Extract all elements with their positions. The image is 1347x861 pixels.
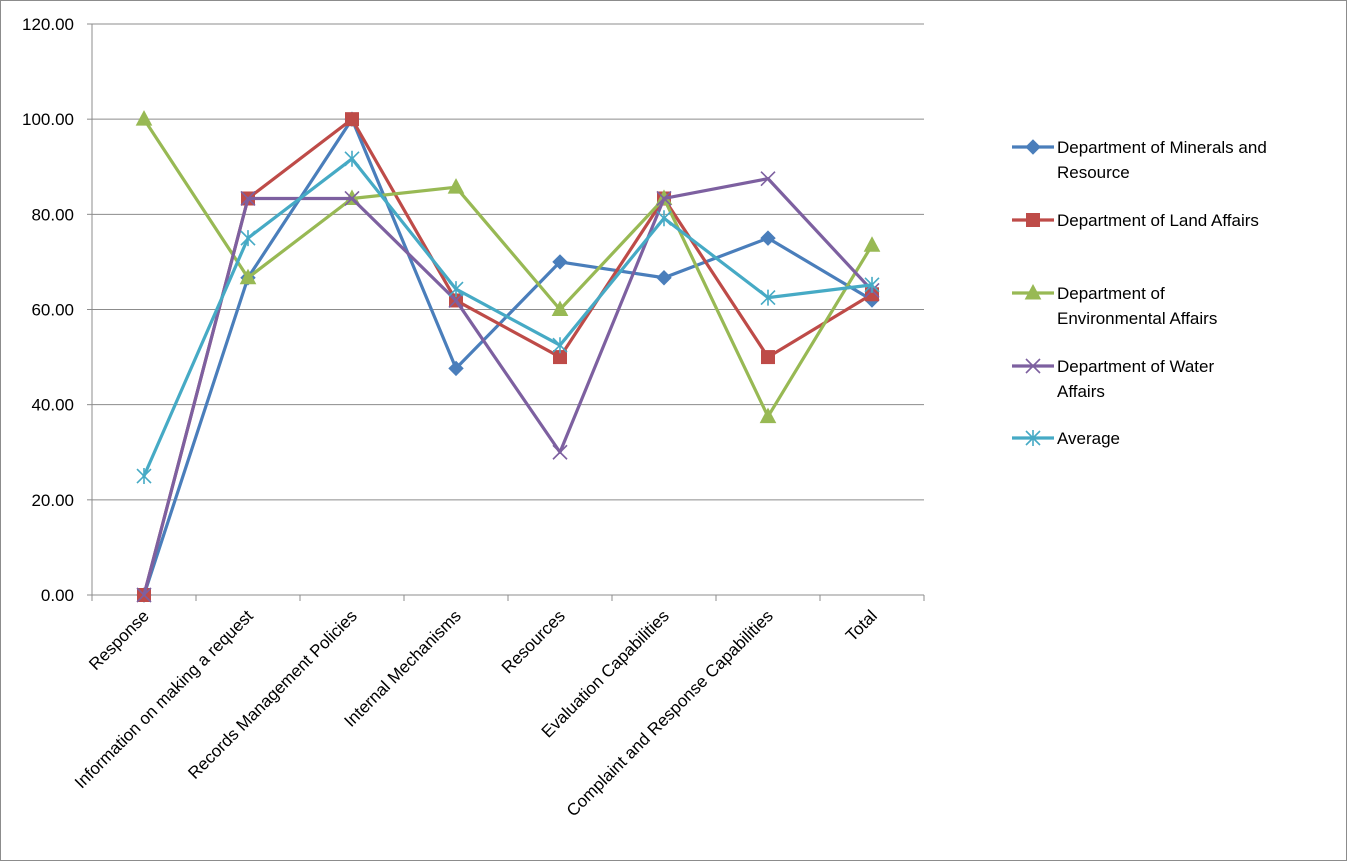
data-point <box>864 276 880 293</box>
data-point <box>760 230 776 246</box>
x-tick-label: Information on making a request <box>71 606 257 792</box>
data-point <box>345 112 359 127</box>
x-tick-label: Complaint and Response Capabilities <box>563 606 777 820</box>
y-tick-label: 60.00 <box>31 301 74 320</box>
data-point <box>656 210 672 227</box>
series-line <box>142 117 874 597</box>
data-point <box>552 254 568 270</box>
data-point <box>761 350 775 365</box>
legend: Department of Minerals and Resource Depart… <box>1012 138 1267 448</box>
y-tick-label: 0.00 <box>41 586 74 605</box>
y-tick-label: 120.00 <box>22 15 74 34</box>
x-tick-label: Response <box>85 606 153 674</box>
data-point <box>448 360 464 377</box>
series-2 <box>137 112 879 602</box>
data-point <box>760 171 776 187</box>
legend-swatch-marker <box>1025 358 1041 374</box>
data-point <box>656 270 672 286</box>
y-axis-tick-labels: 0.00 20.00 40.00 60.00 80.00 100.00 120.00 <box>22 15 74 605</box>
x-tick-label: Total <box>842 606 881 645</box>
data-point <box>344 150 360 167</box>
data-point <box>759 407 777 424</box>
data-point <box>448 281 464 298</box>
y-tick-label: 20.00 <box>31 491 74 510</box>
legend-item: Average <box>1012 429 1120 448</box>
data-point <box>136 587 152 603</box>
legend-swatch-marker <box>1026 213 1040 227</box>
data-point <box>344 190 360 207</box>
data-point <box>239 268 257 285</box>
data-point <box>552 337 568 354</box>
series-line <box>142 177 874 597</box>
legend-label: Department of Water Affairs <box>1057 357 1214 401</box>
legend-item: Department of Environmental Affairs <box>1012 283 1217 328</box>
legend-swatch-marker <box>1025 139 1041 155</box>
gridlines <box>92 23 924 501</box>
legend-item: Department of Water Affairs <box>1012 357 1214 401</box>
data-point <box>136 468 152 485</box>
data-point <box>760 289 776 306</box>
data-point <box>240 230 256 247</box>
y-tick-label: 80.00 <box>31 205 74 224</box>
data-series <box>135 110 881 603</box>
legend-item: Department of Land Affairs <box>1012 211 1259 230</box>
legend-item: Department of Minerals and Resource <box>1012 138 1267 182</box>
legend-swatch-marker <box>1025 430 1041 446</box>
data-point <box>552 444 568 460</box>
data-point <box>447 178 465 194</box>
axes <box>87 23 925 601</box>
legend-label: Department of Environmental Affairs <box>1057 284 1217 328</box>
legend-label: Department of Land Affairs <box>1057 211 1259 230</box>
legend-swatch-marker <box>1024 283 1042 300</box>
data-point <box>551 300 569 316</box>
data-point <box>448 292 464 309</box>
y-tick-label: 100.00 <box>22 110 74 129</box>
series-line <box>142 157 874 478</box>
data-point <box>863 236 881 252</box>
legend-label: Department of Minerals and Resource <box>1057 138 1267 182</box>
series-5 <box>136 150 880 485</box>
series-line <box>142 117 874 597</box>
data-point <box>656 190 672 207</box>
data-point <box>135 110 153 126</box>
x-tick-label: Records Management Policies <box>184 606 360 782</box>
series-line <box>142 117 874 419</box>
data-point <box>240 190 256 207</box>
x-tick-label: Internal Mechanisms <box>340 606 464 730</box>
y-tick-label: 40.00 <box>31 396 74 415</box>
legend-label: Average <box>1057 429 1120 448</box>
x-tick-label: Resources <box>498 606 569 677</box>
